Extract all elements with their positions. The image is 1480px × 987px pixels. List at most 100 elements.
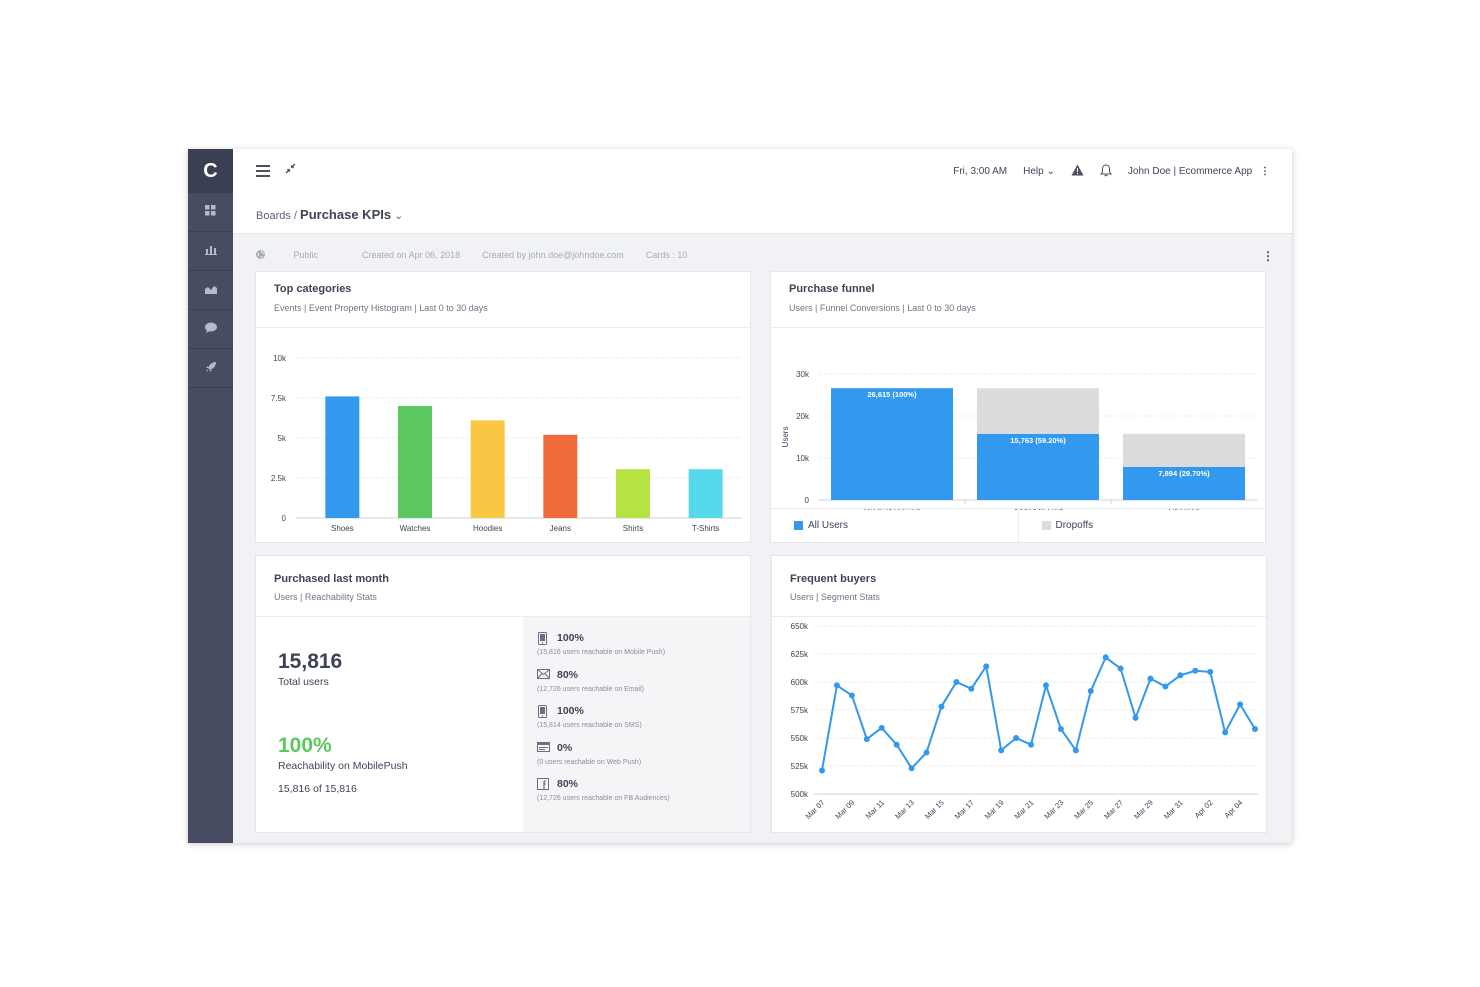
user-account-label: John Doe | Ecommerce App — [1127, 166, 1253, 177]
board-selector[interactable]: Purchase KPIs ⌄ — [300, 207, 404, 222]
card-title: Frequent buyers — [790, 573, 877, 585]
funnel-bar-users — [831, 388, 953, 500]
card-subtitle: Users | Funnel Conversions | Last 0 to 3… — [789, 303, 976, 313]
y-tick-label: 500k — [791, 790, 809, 799]
datetime-label: Fri, 3:00 AM — [953, 166, 1008, 177]
funnel-bar-dropoffs — [977, 388, 1099, 434]
funnel-bar-dropoffs — [1123, 433, 1245, 467]
y-tick-label: 30k — [796, 370, 810, 379]
legend-label: Dropoffs — [1055, 520, 1094, 531]
help-menu[interactable]: Help ⌄ — [1023, 166, 1055, 177]
channel-pct: 100% — [557, 705, 584, 717]
globe-icon — [256, 250, 272, 260]
x-tick-label: Shirts — [623, 524, 643, 533]
channel-pct: 0% — [557, 742, 573, 754]
data-point — [1013, 735, 1020, 741]
reachability-channels: 100% (15,816 users reachable on Mobile P… — [523, 617, 750, 832]
user-menu[interactable]: John Doe | Ecommerce App ⋮ — [1128, 166, 1270, 177]
x-tick-label: Apr 04 — [1222, 798, 1244, 820]
x-tick-label: Mar 31 — [1162, 798, 1185, 821]
data-point — [1147, 675, 1154, 682]
y-axis-label: Users — [781, 427, 790, 448]
channel-desc: (12,726 users reachable on Email) — [537, 686, 645, 693]
sidebar-item-boards[interactable] — [188, 193, 233, 232]
series-line — [821, 655, 1256, 771]
data-point — [863, 736, 870, 743]
sms-icon — [537, 705, 550, 718]
data-point — [1087, 687, 1094, 694]
created-on-label: Created on Apr 06, 2018 — [362, 250, 461, 260]
menu-icon[interactable] — [256, 165, 270, 177]
y-tick-label: 0 — [805, 496, 810, 505]
card-purchase-funnel: Purchase funnel Users | Funnel Conversio… — [770, 271, 1266, 543]
board-options-icon[interactable]: ⋮ — [1262, 249, 1274, 263]
y-tick-label: 10k — [273, 354, 287, 363]
funnel-bar-users — [1123, 466, 1245, 500]
facebook-icon — [537, 778, 550, 790]
chevron-down-icon: ⌄ — [1046, 166, 1055, 177]
card-title: Purchase funnel — [789, 283, 875, 295]
sidebar-item-analytics[interactable] — [188, 232, 233, 271]
bar — [616, 469, 650, 518]
x-tick-label: Mar 19 — [983, 798, 1006, 821]
card-title: Top categories — [274, 283, 352, 295]
x-tick-label: Mar 23 — [1042, 798, 1065, 821]
card-subtitle: Users | Reachability Stats — [274, 592, 377, 602]
y-tick-label: 0 — [282, 514, 287, 523]
cards-count-label: Cards : 10 — [645, 250, 688, 260]
alert-icon[interactable] — [1071, 164, 1084, 179]
data-point — [983, 663, 990, 670]
chevron-down-icon: ⌄ — [394, 210, 404, 222]
data-point — [953, 679, 960, 685]
bar — [325, 396, 360, 518]
total-users-label: Total users — [278, 676, 329, 688]
x-tick-label: Hoodies — [473, 524, 502, 533]
card-subtitle: Users | Segment Stats — [790, 592, 880, 602]
data-point — [1042, 682, 1049, 689]
sidebar-item-trends[interactable] — [188, 271, 233, 310]
dashboard-icon — [205, 205, 216, 219]
sidebar: C — [188, 149, 233, 843]
sidebar-item-engage[interactable] — [188, 310, 233, 349]
bell-icon[interactable] — [1099, 163, 1112, 180]
collapse-icon[interactable] — [285, 163, 296, 177]
app-logo[interactable]: C — [188, 149, 233, 193]
card-frequent-buyers: Frequent buyers Users | Segment Stats 50… — [771, 555, 1267, 833]
sidebar-item-campaigns[interactable] — [188, 349, 233, 388]
data-point — [893, 741, 900, 748]
visibility-label: Public — [293, 250, 319, 260]
y-tick-label: 5k — [278, 434, 287, 443]
y-tick-label: 600k — [791, 678, 809, 687]
data-point — [1237, 701, 1244, 708]
data-point — [1117, 665, 1124, 672]
data-point — [1207, 668, 1214, 675]
breadcrumb-boards-link[interactable]: Boards / — [256, 210, 297, 222]
card-top-categories: Top categories Events | Event Property H… — [255, 271, 751, 543]
bar-chart-icon — [204, 245, 217, 258]
funnel-legend: All Users Dropoffs — [771, 508, 1265, 542]
y-tick-label: 10k — [796, 454, 810, 463]
legend-all-users[interactable]: All Users — [771, 509, 1018, 542]
data-point — [1072, 747, 1079, 754]
data-point — [848, 692, 855, 699]
legend-dropoffs[interactable]: Dropoffs — [1017, 509, 1266, 542]
page-title: Purchase KPIs — [300, 207, 392, 222]
y-tick-label: 2.5k — [271, 474, 287, 483]
area-chart-icon — [204, 284, 217, 297]
channel-desc: (15,816 users reachable on Mobile Push) — [537, 649, 666, 656]
channel-pct: 80% — [557, 778, 579, 790]
more-vertical-icon: ⋮ — [1260, 166, 1270, 177]
email-icon — [537, 669, 550, 681]
x-tick-label: Mar 29 — [1132, 798, 1155, 821]
frequent-buyers-chart: 500k 525k 550k 575k 600k 625k 650k Mar 07 Mar 09… — [791, 622, 1258, 821]
x-tick-label: Mar 07 — [804, 798, 827, 821]
legend-label: All Users — [808, 520, 849, 531]
data-label: 7,894 (29.70%) — [1158, 469, 1210, 478]
data-point — [1162, 683, 1169, 690]
channel-desc: (12,726 users reachable on FB Audiences) — [537, 795, 670, 802]
data-point — [1252, 726, 1258, 733]
top-categories-chart: 0 2.5k 5k 7.5k 10k Shoes Watches Hoodies Jeans Sh… — [271, 354, 742, 533]
x-tick-label: T-Shirts — [692, 524, 720, 533]
created-by-label: Created by john.doe@johndoe.com — [482, 250, 624, 260]
